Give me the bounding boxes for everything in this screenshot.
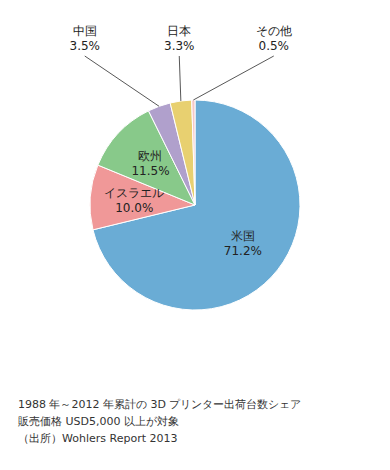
leader-line (179, 56, 181, 101)
slice-category-label: 米国 (231, 229, 255, 243)
slice-value-label: 10.0% (115, 201, 153, 215)
slice-category-label: その他 (256, 24, 292, 38)
chart: 米国71.2% イスラエル10.0% 欧州11.5% 中国3.5% 日本3.3% その他0… (0, 0, 390, 470)
slice-category-label: 欧州 (138, 149, 162, 163)
slice-category-label: 日本 (167, 24, 191, 38)
slice-value-label: 0.5% (259, 39, 290, 53)
slice (170, 100, 195, 205)
slice-value-label: 3.3% (164, 39, 195, 53)
slices (90, 100, 300, 310)
footer-note: 1988 年～2012 年累計の 3D プリンター出荷台数シェア (18, 398, 301, 411)
leader-line (85, 56, 159, 106)
slice (93, 100, 300, 310)
slice-category-label: 中国 (73, 24, 97, 38)
slice-value-label: 71.2% (224, 244, 262, 258)
slice-category-label: イスラエル (104, 186, 164, 200)
leader-line (193, 56, 273, 100)
slice (192, 100, 195, 205)
footer-note: 販売価格 USD5,000 以上が対象 (18, 415, 179, 428)
labels: 米国71.2% イスラエル10.0% 欧州11.5% 中国3.5% 日本3.3% その他0… (70, 24, 292, 258)
slice-value-label: 3.5% (70, 39, 101, 53)
footer-note: （出所）Wohlers Report 2013 (18, 432, 177, 445)
footer: 1988 年～2012 年累計の 3D プリンター出荷台数シェア販売価格 USD… (18, 398, 301, 445)
slice-value-label: 11.5% (131, 164, 169, 178)
